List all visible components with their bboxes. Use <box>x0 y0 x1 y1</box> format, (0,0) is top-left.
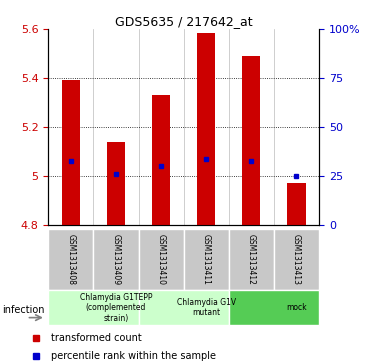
Text: GSM1313413: GSM1313413 <box>292 234 301 285</box>
Bar <box>138 229 184 290</box>
Bar <box>93 229 138 290</box>
Text: GSM1313412: GSM1313412 <box>247 234 256 285</box>
Text: percentile rank within the sample: percentile rank within the sample <box>51 351 216 361</box>
Bar <box>184 229 229 290</box>
Text: GSM1313408: GSM1313408 <box>66 234 75 285</box>
Text: mock: mock <box>286 303 307 312</box>
Bar <box>107 142 125 225</box>
Text: infection: infection <box>3 305 45 315</box>
Text: transformed count: transformed count <box>51 333 142 343</box>
Text: GSM1313411: GSM1313411 <box>202 234 211 285</box>
Bar <box>242 56 260 225</box>
Bar <box>229 290 319 325</box>
Bar <box>288 183 305 225</box>
Bar <box>229 229 274 290</box>
Text: Chlamydia G1V
mutant: Chlamydia G1V mutant <box>177 298 236 317</box>
Bar <box>48 290 138 325</box>
Text: GSM1313409: GSM1313409 <box>111 234 121 285</box>
Bar <box>138 290 229 325</box>
Bar <box>152 95 170 225</box>
Bar <box>62 81 80 225</box>
Bar <box>197 33 215 225</box>
Title: GDS5635 / 217642_at: GDS5635 / 217642_at <box>115 15 252 28</box>
Bar <box>274 229 319 290</box>
Text: GSM1313410: GSM1313410 <box>157 234 165 285</box>
Bar <box>48 229 93 290</box>
Text: Chlamydia G1TEPP
(complemented
strain): Chlamydia G1TEPP (complemented strain) <box>80 293 152 323</box>
